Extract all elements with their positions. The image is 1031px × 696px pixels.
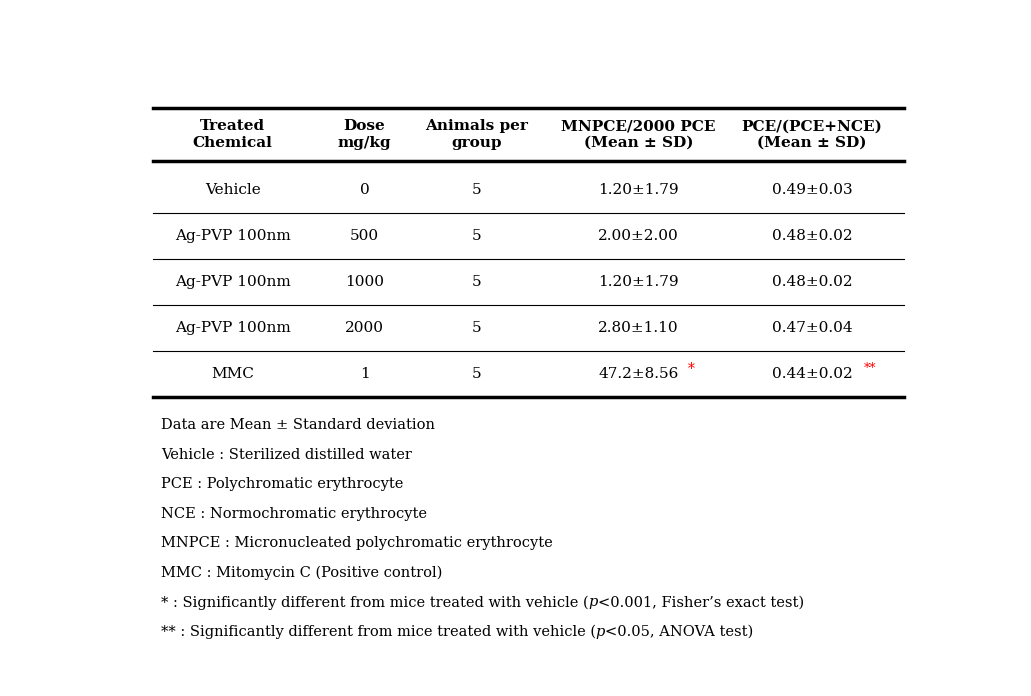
- Text: <0.001, Fisher’s exact test): <0.001, Fisher’s exact test): [598, 595, 804, 609]
- Text: 1: 1: [360, 367, 369, 381]
- Text: 5: 5: [471, 229, 481, 243]
- Text: 0: 0: [360, 182, 369, 197]
- Text: 5: 5: [471, 321, 481, 335]
- Text: 0.49±0.03: 0.49±0.03: [772, 182, 853, 197]
- Text: 500: 500: [351, 229, 379, 243]
- Text: 5: 5: [471, 182, 481, 197]
- Text: MNPCE : Micronucleated polychromatic erythrocyte: MNPCE : Micronucleated polychromatic ery…: [161, 537, 553, 551]
- Text: 5: 5: [471, 275, 481, 289]
- Text: 0.47±0.04: 0.47±0.04: [772, 321, 853, 335]
- Text: PCE : Polychromatic erythrocyte: PCE : Polychromatic erythrocyte: [161, 477, 403, 491]
- Text: 1000: 1000: [345, 275, 385, 289]
- Text: **: **: [864, 362, 876, 375]
- Text: MNPCE/2000 PCE
(Mean ± SD): MNPCE/2000 PCE (Mean ± SD): [562, 119, 716, 150]
- Text: 47.2±8.56: 47.2±8.56: [598, 367, 678, 381]
- Text: <0.05, ANOVA test): <0.05, ANOVA test): [605, 625, 754, 639]
- Text: Ag-PVP 100nm: Ag-PVP 100nm: [175, 321, 291, 335]
- Text: 5: 5: [471, 367, 481, 381]
- Text: 2.80±1.10: 2.80±1.10: [598, 321, 679, 335]
- Text: Ag-PVP 100nm: Ag-PVP 100nm: [175, 229, 291, 243]
- Text: *: *: [689, 362, 695, 376]
- Text: Ag-PVP 100nm: Ag-PVP 100nm: [175, 275, 291, 289]
- Text: 0.44±0.02: 0.44±0.02: [771, 367, 853, 381]
- Text: 2.00±2.00: 2.00±2.00: [598, 229, 679, 243]
- Text: Animals per
group: Animals per group: [425, 119, 528, 150]
- Text: p: p: [589, 595, 598, 609]
- Text: 1.20±1.79: 1.20±1.79: [598, 182, 679, 197]
- Text: ** : Significantly different from mice treated with vehicle (: ** : Significantly different from mice t…: [161, 625, 596, 639]
- Text: PCE/(PCE+NCE)
(Mean ± SD): PCE/(PCE+NCE) (Mean ± SD): [741, 119, 883, 150]
- Text: MMC : Mitomycin C (Positive control): MMC : Mitomycin C (Positive control): [161, 566, 442, 580]
- Text: Dose
mg/kg: Dose mg/kg: [338, 119, 392, 150]
- Text: 2000: 2000: [345, 321, 385, 335]
- Text: Vehicle: Vehicle: [205, 182, 261, 197]
- Text: 1.20±1.79: 1.20±1.79: [598, 275, 679, 289]
- Text: 0.48±0.02: 0.48±0.02: [772, 275, 853, 289]
- Text: * : Significantly different from mice treated with vehicle (: * : Significantly different from mice tr…: [161, 595, 589, 610]
- Text: p: p: [596, 625, 605, 639]
- Text: MMC: MMC: [211, 367, 255, 381]
- Text: Treated
Chemical: Treated Chemical: [193, 119, 272, 150]
- Text: 0.48±0.02: 0.48±0.02: [772, 229, 853, 243]
- Text: NCE : Normochromatic erythrocyte: NCE : Normochromatic erythrocyte: [161, 507, 427, 521]
- Text: Data are Mean ± Standard deviation: Data are Mean ± Standard deviation: [161, 418, 435, 432]
- Text: Vehicle : Sterilized distilled water: Vehicle : Sterilized distilled water: [161, 448, 411, 462]
